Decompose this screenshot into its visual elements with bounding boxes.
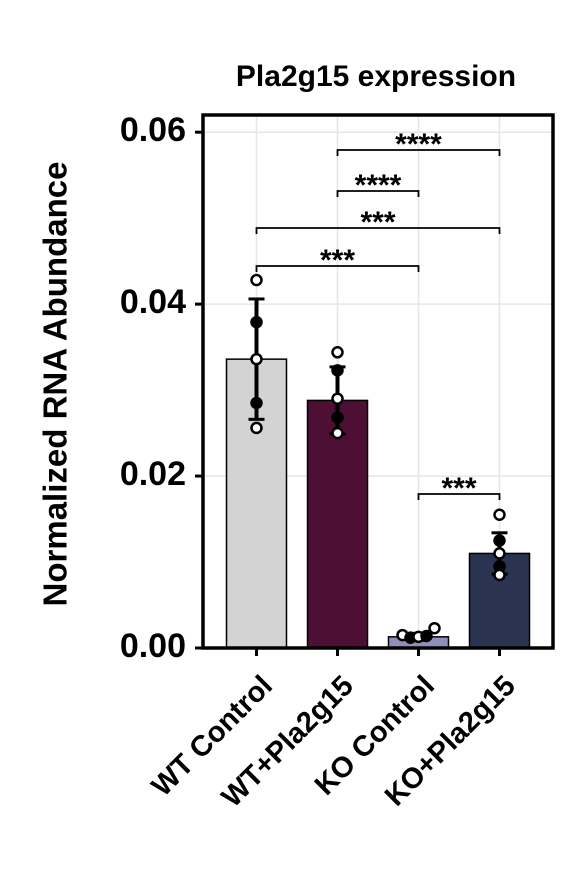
plot-frame: [201, 113, 555, 650]
significance-label: ***: [441, 472, 476, 505]
y-tick-label: 0.02: [120, 455, 186, 493]
data-point: [250, 396, 263, 410]
y-tick-label: 0.00: [120, 627, 186, 665]
significance-label: ****: [355, 169, 402, 202]
data-point: [493, 568, 506, 582]
data-point: [493, 534, 506, 547]
data-point: [420, 629, 433, 643]
data-point: [331, 426, 344, 440]
data-point: [331, 392, 344, 405]
significance-bracket: [255, 227, 501, 234]
data-point: [493, 508, 506, 521]
y-tick-label: 0.06: [120, 111, 186, 149]
data-point: [250, 273, 263, 287]
data-point: [250, 352, 263, 366]
y-axis-label: Normalized RNA Abundance: [37, 162, 74, 607]
data-point: [493, 547, 506, 560]
y-tick-label: 0.04: [120, 283, 186, 321]
data-point: [331, 346, 344, 359]
significance-bracket: [336, 149, 501, 156]
data-point: [250, 421, 263, 435]
bar: [306, 399, 369, 649]
significance-bracket: [417, 493, 501, 500]
data-point: [250, 315, 263, 329]
data-point: [331, 411, 344, 424]
significance-bracket: [336, 190, 420, 197]
chart-title: Pla2g15 expression: [236, 60, 516, 93]
significance-label: ****: [395, 128, 442, 161]
data-point: [428, 621, 441, 635]
significance-label: ***: [320, 244, 355, 277]
data-point: [331, 364, 344, 377]
significance-bracket: [255, 265, 420, 272]
significance-label: ***: [360, 206, 395, 239]
